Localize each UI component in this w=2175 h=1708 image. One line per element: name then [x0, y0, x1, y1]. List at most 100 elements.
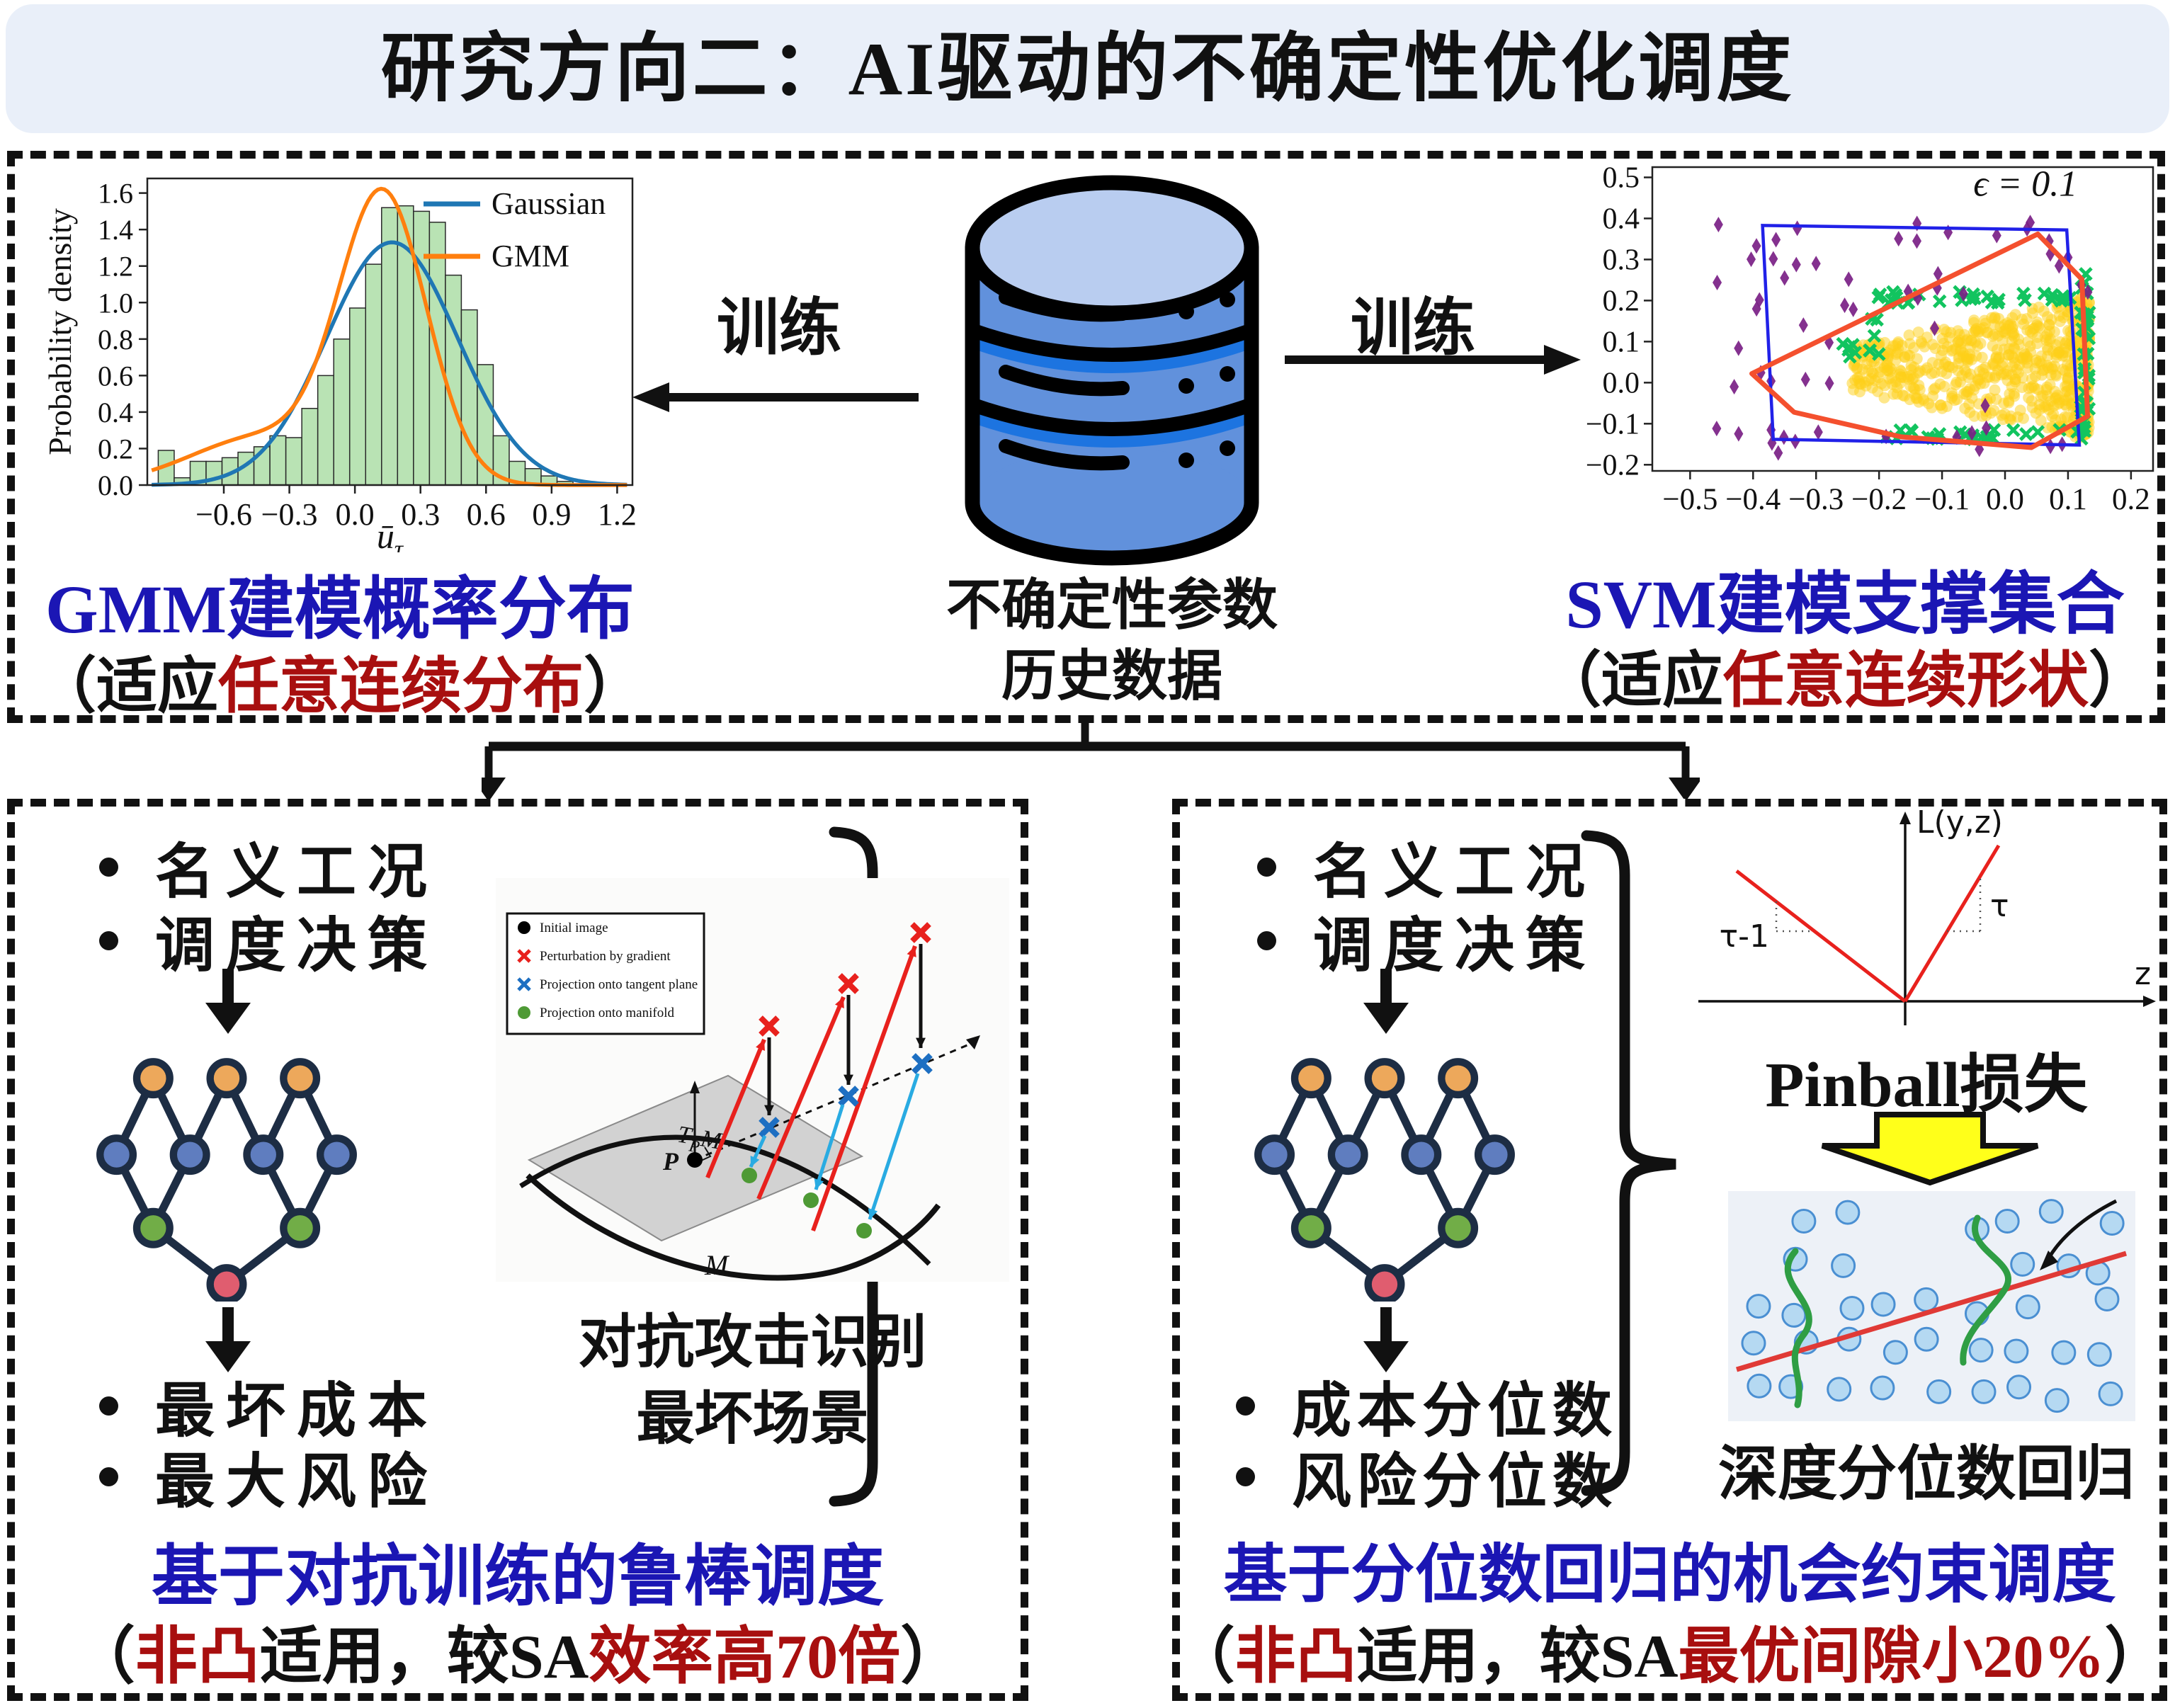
svg-text:0.1: 0.1 [2049, 483, 2087, 516]
split-connector [482, 722, 1700, 802]
bullet-icon [99, 1396, 118, 1416]
svg-text:z: z [2135, 956, 2151, 992]
robust-subheadline: （非凸适用，较SA效率高70倍） [72, 1623, 963, 1692]
robust-output-list: 最坏成本 最大风险 [92, 1370, 438, 1515]
down-arrow-icon [205, 969, 251, 1034]
svg-text:0.3: 0.3 [401, 497, 440, 532]
figure-caption-line1: 对抗攻击识别 [578, 1310, 927, 1374]
brace-right-icon [1581, 830, 1676, 1496]
svg-text:Probability density: Probability density [42, 208, 78, 455]
svg-text:ϵ = 0.1: ϵ = 0.1 [1973, 164, 2077, 205]
svg-text:0.2: 0.2 [98, 433, 133, 465]
gmm-histogram-chart: 0.0 0.2 0.4 0.6 0.8 1.0 1.2 1.4 1.6 −0.6 −0.3 0.0 0.… [42, 178, 637, 552]
title-banner [6, 4, 2169, 133]
svg-text:−0.2: −0.2 [1586, 449, 1640, 482]
train-label-right: 训练 [1350, 295, 1475, 363]
svg-text:−0.4: −0.4 [1725, 483, 1781, 516]
bullet-icon [1236, 1396, 1255, 1416]
quantile-headline: 基于分位数回归的机会约束调度 [1223, 1540, 2116, 1610]
down-arrow-icon [205, 1307, 251, 1372]
db-label-line1: 不确定性参数 [945, 574, 1278, 636]
svg-text:0.8: 0.8 [98, 324, 133, 355]
train-arrow-left-icon [632, 382, 919, 412]
svm-subcaption: （适应任意连续形状） [1540, 647, 2150, 714]
list-item: 名义工况 [92, 830, 438, 906]
svg-text:Projection onto manifold: Projection onto manifold [540, 1006, 674, 1020]
list-item: 名义工况 [1250, 830, 1596, 906]
nn-diagram-right [1254, 1058, 1515, 1302]
svg-text:0.3: 0.3 [1603, 244, 1640, 276]
svg-text:ūτ: ūτ [377, 516, 404, 552]
svg-text:0.5: 0.5 [1603, 161, 1640, 194]
database-icon [965, 175, 1259, 566]
svg-text:M: M [704, 1249, 730, 1281]
svg-text:−0.1: −0.1 [1914, 483, 1970, 516]
quantile-input-list: 名义工况 调度决策 [1250, 830, 1596, 979]
list-item: 成本分位数 [1229, 1370, 1618, 1445]
svm-scatter-chart: −0.2−0.10.00.10.20.30.40.5−0.5 −0.4 −0.3 −0… [1586, 161, 2154, 516]
svg-text:1.2: 1.2 [598, 497, 637, 532]
svg-text:−0.2: −0.2 [1851, 483, 1907, 516]
bullet-icon [1257, 930, 1276, 950]
page-title: 研究方向二：AI驱动的不确定性优化调度 [380, 28, 1795, 110]
quantile-subheadline: （非凸适用，较SA最优间隙小20%） [1174, 1622, 2166, 1690]
bullet-icon [1236, 1467, 1255, 1486]
svg-text:0.4: 0.4 [1603, 203, 1640, 235]
svg-text:P: P [662, 1147, 679, 1175]
train-label-left: 训练 [716, 295, 841, 363]
svg-text:−0.3: −0.3 [1788, 483, 1844, 516]
svm-caption: SVM建模支撑集合 [1565, 567, 2125, 642]
gmm-caption: GMM建模概率分布 [45, 571, 635, 647]
svg-text:0.6: 0.6 [98, 360, 133, 392]
robust-headline: 基于对抗训练的鲁棒调度 [151, 1540, 884, 1614]
svg-text:1.2: 1.2 [98, 251, 133, 283]
svg-text:−0.3: −0.3 [261, 497, 318, 532]
svg-text:τ: τ [1990, 888, 2009, 924]
quantile-output-list: 成本分位数 风险分位数 [1229, 1370, 1618, 1515]
quantile-regression-figure [1728, 1191, 2135, 1421]
train-arrow-right-icon [1285, 345, 1581, 375]
bullet-icon [99, 1467, 118, 1486]
bullet-icon [99, 930, 118, 950]
svg-text:Perturbation by gradient: Perturbation by gradient [540, 949, 671, 964]
nn-diagram-left [96, 1058, 357, 1302]
svg-text:Initial image: Initial image [540, 921, 608, 935]
figure-caption-line2: 最坏场景 [636, 1387, 869, 1451]
svg-text:0.0: 0.0 [98, 469, 133, 501]
list-item: 最坏成本 [92, 1370, 438, 1445]
list-item: 风险分位数 [1229, 1441, 1618, 1515]
dqr-caption: 深度分位数回归 [1717, 1442, 2135, 1508]
down-arrow-icon [1363, 969, 1409, 1034]
svg-text:Gaussian: Gaussian [492, 186, 606, 221]
list-item: 最大风险 [92, 1441, 438, 1515]
svg-text:0.4: 0.4 [98, 397, 133, 428]
list-item: 调度决策 [1250, 904, 1596, 979]
down-arrow-icon [1363, 1307, 1409, 1372]
pinball-caption: Pinball损失 [1765, 1050, 2088, 1120]
svg-text:0.0: 0.0 [336, 497, 375, 532]
svg-text:−0.6: −0.6 [195, 497, 252, 532]
svg-text:0.2: 0.2 [1603, 285, 1640, 317]
svg-text:0.0: 0.0 [1603, 367, 1640, 399]
svg-text:0.6: 0.6 [467, 497, 506, 532]
bullet-icon [1257, 857, 1276, 877]
list-item: 调度决策 [92, 904, 438, 979]
svg-text:0.9: 0.9 [532, 497, 571, 532]
bullet-icon [99, 857, 118, 877]
gmm-subcaption: （适应任意连续分布） [35, 652, 644, 720]
svg-text:τ-1: τ-1 [1720, 918, 1769, 955]
svg-text:−0.5: −0.5 [1662, 483, 1717, 516]
db-label-line2: 历史数据 [1001, 645, 1222, 707]
svg-text:1.0: 1.0 [98, 287, 133, 319]
pinball-loss-chart: L(y,z) z τ-1 τ [1698, 804, 2156, 1025]
robust-input-list: 名义工况 调度决策 [92, 830, 438, 979]
svg-text:0.2: 0.2 [2112, 483, 2150, 516]
svg-text:Projection onto tangent plane: Projection onto tangent plane [540, 977, 698, 992]
svg-text:1.4: 1.4 [98, 214, 133, 246]
big-down-arrow-icon [1821, 1112, 2039, 1186]
svg-text:0.0: 0.0 [1986, 483, 2024, 516]
svg-text:0.1: 0.1 [1603, 326, 1640, 358]
svg-text:GMM: GMM [492, 239, 569, 273]
